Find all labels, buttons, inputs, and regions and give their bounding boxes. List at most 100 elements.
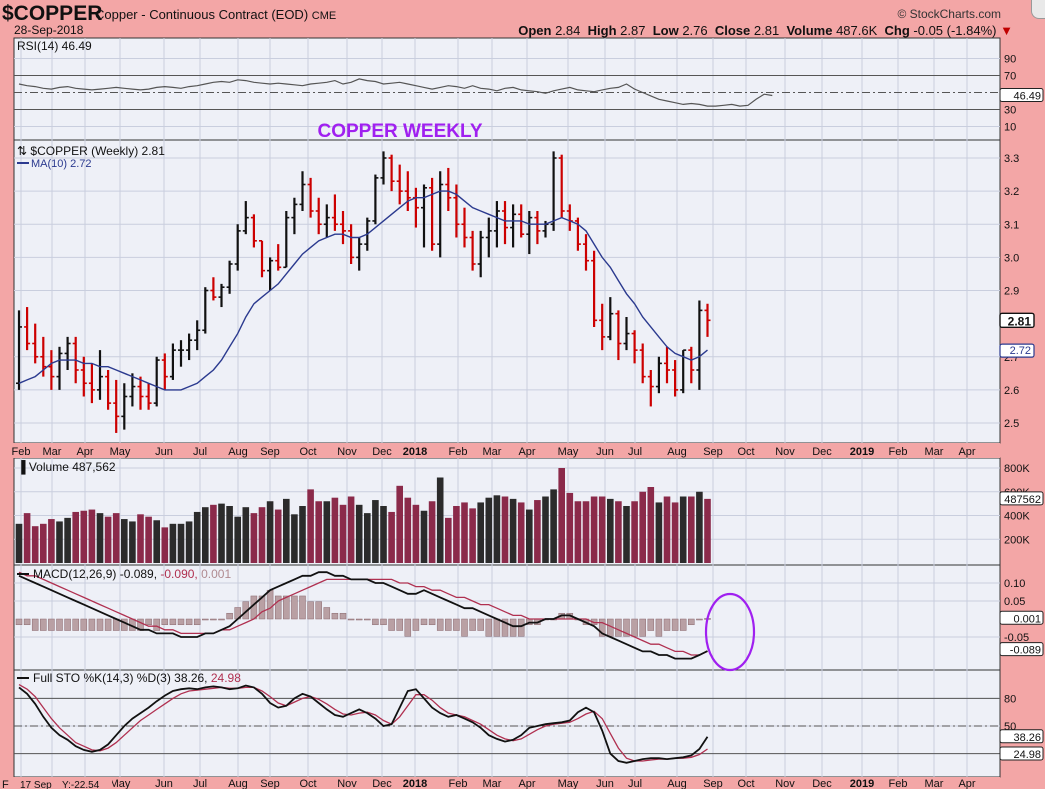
x-tick-label-bottom: Sep — [703, 778, 723, 789]
macd-histogram-bar — [315, 601, 322, 620]
macd-histogram-bar — [396, 618, 403, 631]
volume-bar — [509, 498, 517, 563]
volume-bar — [364, 513, 371, 563]
price-bar — [526, 211, 533, 255]
macd-histogram-bar — [299, 595, 306, 620]
x-tick-label-bottom: Mar — [483, 778, 502, 789]
macd-histogram-bar — [517, 618, 525, 637]
macd-histogram-bar — [266, 589, 274, 620]
volume-bar — [404, 497, 412, 563]
price-bar — [105, 370, 112, 410]
price-bar — [24, 307, 31, 351]
price-tick-label: 2.5 — [1004, 418, 1019, 430]
volume-bar — [315, 501, 322, 563]
price-bar — [704, 303, 711, 337]
volume-bar — [663, 496, 671, 563]
macd-histogram-bar — [226, 612, 233, 620]
price-bar — [688, 346, 695, 384]
x-tick-label: 2018 — [403, 446, 427, 458]
x-tick-label-bottom: Mar — [925, 778, 944, 789]
macd-histogram-bar — [436, 618, 444, 631]
x-tick-label: Feb — [449, 446, 468, 458]
macd-histogram-bar — [445, 618, 452, 631]
volume-bar — [526, 509, 533, 563]
x-tick-label-bottom: Aug — [667, 778, 687, 789]
rsi-value-tag-box — [999, 87, 1044, 102]
volume-bar — [590, 496, 598, 563]
price-bar — [599, 303, 606, 351]
x-tick-label: Mar — [483, 446, 502, 458]
volume-bar — [177, 523, 185, 563]
price-bar — [477, 230, 484, 278]
x-tick-label-bottom: Jun — [596, 778, 614, 789]
price-bar — [161, 353, 168, 390]
x-tick-label-bottom: Nov — [337, 778, 357, 789]
price-bar — [615, 310, 622, 361]
macd-hist-tag: 0.001 — [1013, 613, 1041, 625]
x-tick-label: Nov — [337, 446, 357, 458]
price-bar — [493, 201, 500, 248]
x-tick-label: Feb — [12, 446, 31, 458]
ma-tag: 2.72 — [1010, 345, 1031, 357]
volume-bar — [153, 520, 160, 563]
volume-bar — [88, 509, 96, 563]
macd-histogram-bar — [153, 618, 160, 631]
volume-bar — [582, 501, 590, 563]
price-tick-label: 3.1 — [1004, 219, 1019, 231]
volume-bar — [96, 513, 104, 563]
volume-bar — [242, 507, 250, 563]
volume-value-tag: 487562 — [1004, 494, 1041, 506]
macd-histogram-bar — [671, 618, 679, 631]
volume-bar — [48, 519, 55, 563]
sto-k-tag-box — [999, 729, 1044, 744]
x-tick-label-bottom: Apr — [518, 778, 535, 789]
volume-bar — [696, 491, 703, 563]
macd-histogram-bar — [56, 618, 63, 631]
price-bar — [56, 346, 63, 390]
price-bar — [32, 323, 39, 364]
macd-histogram-bar — [412, 618, 420, 631]
macd-histogram-bar — [404, 618, 412, 637]
volume-bar — [23, 513, 31, 563]
macd-histogram-bar — [210, 618, 217, 621]
volume-bar — [15, 523, 23, 563]
price-bar — [696, 300, 703, 390]
scroll-tab[interactable] — [1031, 0, 1045, 19]
price-bar — [534, 211, 541, 245]
x-tick-label: Aug — [667, 446, 687, 458]
volume-legend: ▐ Volume 487,562 — [17, 460, 116, 475]
volume-bar — [679, 496, 687, 563]
macd-histogram-bar — [420, 618, 428, 626]
price-bar — [145, 383, 152, 410]
volume-bar — [339, 504, 347, 563]
volume-bar — [647, 487, 655, 563]
volume-bar — [355, 504, 363, 563]
volume-bar — [639, 491, 646, 563]
price-bar — [226, 260, 233, 294]
volume-bar — [607, 498, 614, 563]
chg-value: -0.05 (-1.84%) — [913, 23, 997, 38]
volume-bar — [655, 502, 663, 563]
volume-bar — [469, 508, 476, 563]
price-bar — [607, 297, 614, 341]
macd-tick-label: 0.10 — [1004, 578, 1025, 590]
price-bar — [88, 363, 95, 404]
down-arrow-icon: ▼ — [1000, 23, 1013, 38]
price-bar — [453, 184, 460, 238]
rsi-line — [18, 78, 773, 107]
x-tick-label-bottom: Sep — [260, 778, 280, 789]
price-bar — [396, 164, 403, 205]
volume-bar — [121, 519, 128, 563]
x-tick-label-bottom: Dec — [372, 778, 392, 789]
macd-histogram-bar — [88, 618, 96, 631]
volume-bar — [623, 506, 630, 563]
macd-histogram-bar — [96, 618, 104, 631]
volume-bar — [688, 496, 695, 563]
price-bar — [259, 240, 265, 278]
volume-bar — [234, 516, 241, 563]
rsi-tick-label: 90 — [1004, 54, 1016, 66]
x-tick-label: Apr — [958, 446, 975, 458]
ma-tag-box — [999, 343, 1035, 358]
macd-hist-tag-box — [999, 610, 1044, 625]
